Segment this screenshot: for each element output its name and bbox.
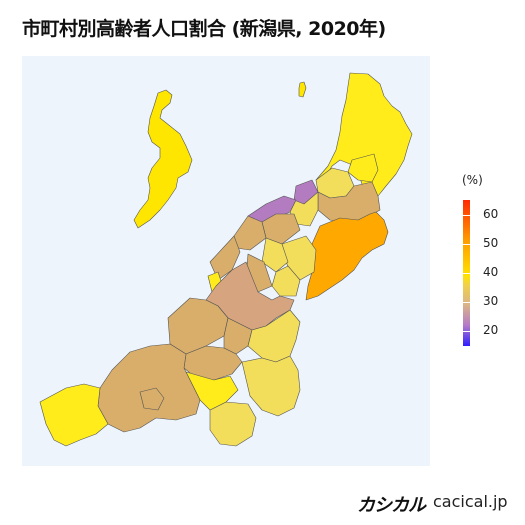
legend-tick-label: 40 bbox=[483, 265, 499, 279]
legend-tick-label: 60 bbox=[483, 207, 499, 221]
region-tsunan bbox=[185, 371, 239, 411]
legend-tick-mark bbox=[463, 273, 470, 274]
legend-tick-label: 50 bbox=[483, 236, 499, 250]
legend-tick-label: 20 bbox=[483, 323, 499, 337]
brand-logo: カシカル bbox=[357, 495, 426, 516]
region-tsubame bbox=[261, 237, 289, 273]
region-uonuma bbox=[247, 309, 301, 363]
region-joetsu bbox=[97, 343, 201, 433]
legend-tick-mark bbox=[463, 302, 470, 303]
region-shibata bbox=[317, 181, 381, 225]
legend-tick-mark bbox=[463, 244, 470, 245]
region-niigata-kita bbox=[293, 179, 319, 205]
region-itoigawa bbox=[39, 383, 109, 447]
brand-url[interactable]: cacical.jp bbox=[433, 492, 508, 511]
legend-tick-label: 30 bbox=[483, 294, 499, 308]
region-yuzawa bbox=[209, 401, 257, 447]
region-aga bbox=[305, 211, 389, 301]
legend-tick-mark bbox=[463, 215, 470, 216]
legend-unit: (%) bbox=[462, 173, 483, 187]
region-minamiuonuma bbox=[241, 355, 301, 417]
page-title: 市町村別高齢者人口割合 (新潟県, 2020年) bbox=[22, 18, 386, 40]
region-ojiya bbox=[223, 317, 253, 355]
legend-tick-mark bbox=[463, 331, 470, 332]
region-awashima bbox=[298, 81, 307, 98]
region-sado bbox=[133, 89, 193, 229]
region-myoko bbox=[139, 387, 165, 411]
